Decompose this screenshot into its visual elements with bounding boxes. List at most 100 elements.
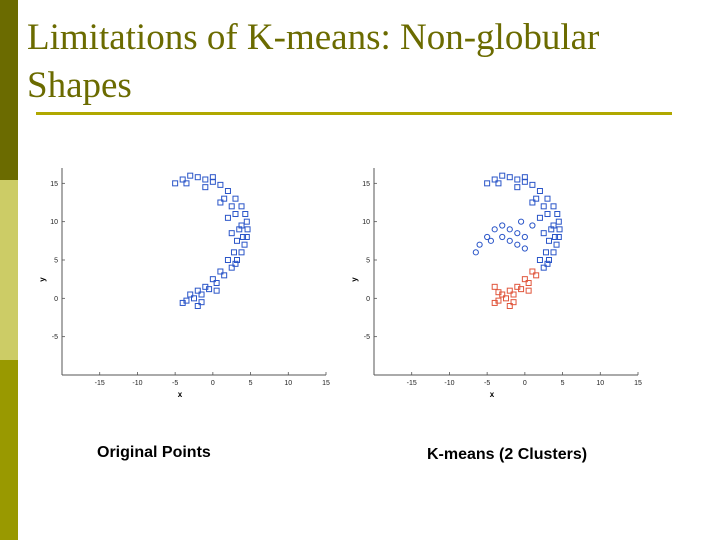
original-point-series0	[244, 226, 251, 233]
original-point-series0	[238, 203, 245, 210]
title-underline	[36, 112, 672, 115]
kmeans-point-series2	[521, 276, 528, 283]
kmeans-point-series0	[536, 188, 543, 194]
original-point-series0	[179, 299, 186, 306]
kmeans-point-series0	[506, 174, 513, 181]
kmeans-point-series0	[484, 180, 491, 187]
kmeans-y-tick-label: 5	[366, 258, 370, 265]
kmeans-point-series1	[499, 233, 506, 241]
kmeans-point-series1	[521, 245, 528, 252]
original-point-series0	[243, 234, 250, 240]
kmeans-y-tick-label: 10	[362, 219, 370, 226]
sidebar-stripe-olive	[0, 360, 18, 540]
kmeans-point-series1	[514, 241, 521, 248]
kmeans-point-series1	[491, 226, 498, 233]
original-point-series0	[241, 241, 248, 248]
kmeans-y-tick-label: -5	[364, 334, 370, 341]
kmeans-point-series1	[487, 237, 495, 244]
kmeans-point-series0	[533, 195, 540, 202]
kmeans-point-series0	[550, 203, 557, 210]
kmeans-x-tick-label: -10	[444, 380, 454, 387]
kmeans-point-series0	[540, 203, 547, 210]
original-point-series0	[243, 218, 250, 225]
caption-original-points: Original Points	[97, 444, 211, 461]
kmeans-point-series0	[545, 257, 552, 263]
slide-title: Limitations of K-means: Non-globular Sha…	[27, 17, 600, 106]
kmeans-point-series1	[517, 218, 525, 225]
kmeans-point-series2	[529, 268, 536, 275]
kmeans-plot: -15 -10 -5 0 5 10 15 -5 0 5 10 15 x y	[350, 168, 642, 399]
original-point-series0	[228, 264, 235, 271]
original-point-series0	[202, 176, 209, 183]
kmeans-point-series0	[556, 226, 563, 233]
kmeans-point-series1	[514, 230, 521, 237]
original-points-plot: -15 -10 -5 0 5 10 15 -5 0 5 10 15 x y	[38, 168, 330, 399]
kmeans-point-series0	[540, 230, 547, 237]
kmeans-point-series0	[550, 249, 557, 256]
original-point-series0	[238, 222, 245, 229]
kmeans-point-series1	[506, 237, 513, 244]
kmeans-point-series2	[495, 289, 502, 296]
original-y-tick-label: 5	[54, 258, 58, 265]
original-point-series0	[221, 272, 228, 279]
caption-kmeans: K-means (2 Clusters)	[427, 446, 588, 463]
kmeans-point-series0	[555, 218, 562, 225]
original-point-series0	[224, 188, 231, 194]
original-x-tick-label: 10	[284, 380, 292, 387]
original-point-series0	[183, 180, 190, 187]
kmeans-point-series0	[544, 195, 551, 202]
original-point-series0	[230, 249, 237, 256]
kmeans-x-tick-label: 10	[596, 380, 604, 387]
kmeans-y-tick-label: 15	[362, 181, 370, 188]
kmeans-x-tick-label: 5	[561, 380, 565, 387]
kmeans-point-series0	[514, 176, 521, 183]
kmeans-point-series0	[540, 264, 547, 271]
kmeans-point-series2	[506, 303, 513, 309]
original-point-series0	[224, 257, 231, 263]
original-point-series0	[233, 237, 240, 244]
original-x-tick-label: 15	[322, 380, 330, 387]
original-point-series0	[217, 268, 224, 275]
original-point-series0	[194, 303, 201, 309]
original-x-tick-label: 0	[211, 380, 215, 387]
kmeans-point-series1	[529, 222, 536, 229]
kmeans-point-series1	[499, 222, 506, 229]
kmeans-point-series1	[484, 233, 491, 241]
original-point-series0	[224, 214, 231, 221]
kmeans-point-series0	[544, 211, 551, 217]
sidebar-stripe-dark	[0, 0, 18, 180]
kmeans-x-tick-label: -5	[484, 380, 490, 387]
original-point-series0	[238, 249, 245, 256]
original-x-tick-label: -10	[132, 380, 142, 387]
original-point-series0	[187, 291, 194, 298]
original-x-tick-label: -5	[172, 380, 178, 387]
kmeans-y-tick-label: 0	[366, 296, 370, 303]
kmeans-point-series2	[533, 272, 540, 279]
original-y-tick-label: 0	[54, 296, 58, 303]
kmeans-point-series1	[476, 241, 483, 248]
kmeans-point-series2	[525, 280, 532, 286]
original-point-series0	[172, 180, 179, 187]
original-x-axis-label: x	[178, 390, 183, 399]
kmeans-point-series0	[529, 199, 536, 206]
kmeans-point-series2	[510, 291, 517, 298]
original-point-series0	[221, 195, 228, 202]
kmeans-point-series2	[503, 295, 509, 302]
kmeans-point-series0	[545, 237, 552, 244]
original-x-tick-label: -15	[95, 380, 105, 387]
kmeans-point-series0	[514, 184, 521, 191]
original-point-series0	[232, 260, 239, 267]
kmeans-point-series0	[521, 174, 528, 181]
kmeans-point-series2	[506, 287, 513, 294]
kmeans-point-series2	[514, 283, 521, 290]
original-y-tick-label: -5	[52, 334, 58, 341]
kmeans-point-series0	[529, 181, 536, 188]
kmeans-point-series0	[495, 180, 502, 187]
original-y-tick-label: 15	[50, 181, 58, 188]
kmeans-point-series0	[553, 241, 560, 248]
kmeans-x-tick-label: 0	[523, 380, 527, 387]
original-point-series0	[202, 184, 209, 191]
original-y-axis-label: y	[38, 277, 47, 282]
original-point-series0	[209, 276, 216, 283]
kmeans-point-series1	[506, 226, 513, 233]
